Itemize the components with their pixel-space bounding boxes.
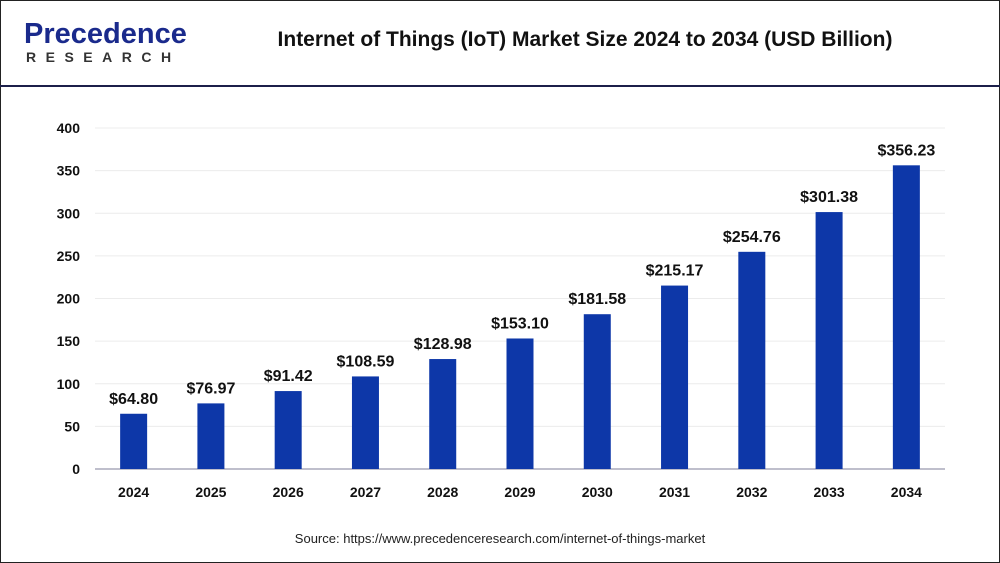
- data-label: $153.10: [491, 315, 549, 332]
- y-tick-label: 50: [64, 418, 80, 434]
- y-tick-label: 400: [57, 120, 81, 136]
- x-tick-label: 2031: [659, 484, 690, 500]
- data-label: $76.97: [186, 380, 235, 397]
- data-label: $91.42: [264, 368, 313, 385]
- bar-2034: [892, 165, 920, 470]
- data-label: $108.59: [337, 353, 395, 370]
- x-tick-label: 2026: [273, 484, 304, 500]
- bar-2029: [506, 338, 534, 469]
- y-tick-label: 100: [57, 376, 81, 392]
- bar-2033: [815, 212, 843, 469]
- bar-2030: [583, 314, 611, 469]
- data-label: $356.23: [877, 142, 935, 159]
- bar-2026: [274, 391, 302, 469]
- header: Precedence RESEARCH Internet of Things (…: [0, 0, 1000, 87]
- x-tick-label: 2028: [427, 484, 458, 500]
- bar-2027: [351, 376, 379, 469]
- logo-main-text: Precedence: [24, 18, 187, 50]
- data-label: $301.38: [800, 189, 858, 206]
- source-text: Source: https://www.precedenceresearch.c…: [294, 531, 706, 546]
- x-tick-label: 2032: [736, 484, 767, 500]
- x-tick-label: 2033: [814, 484, 845, 500]
- bar-2028: [429, 359, 457, 469]
- bar-2024: [120, 413, 148, 469]
- y-tick-label: 350: [57, 163, 81, 179]
- bar-2032: [738, 251, 766, 469]
- precedence-research-logo: Precedence RESEARCH: [24, 18, 187, 65]
- y-tick-label: 300: [57, 205, 81, 221]
- data-label: $64.80: [109, 391, 158, 408]
- y-tick-label: 200: [57, 291, 81, 307]
- y-tick-label: 250: [57, 248, 81, 264]
- bar-2025: [197, 403, 225, 469]
- x-tick-label: 2029: [504, 484, 535, 500]
- x-tick-label: 2024: [118, 484, 149, 500]
- x-tick-label: 2027: [350, 484, 381, 500]
- x-tick-label: 2034: [891, 484, 922, 500]
- bar-2031: [661, 285, 689, 469]
- x-tick-label: 2030: [582, 484, 613, 500]
- data-label: $181.58: [568, 291, 626, 308]
- logo-sub-text: RESEARCH: [26, 49, 181, 65]
- data-label: $215.17: [646, 263, 704, 280]
- y-tick-label: 150: [57, 333, 81, 349]
- chart-title: Internet of Things (IoT) Market Size 202…: [277, 28, 893, 51]
- data-label: $128.98: [414, 336, 472, 353]
- data-label: $254.76: [723, 229, 781, 246]
- x-tick-label: 2025: [195, 484, 226, 500]
- y-tick-label: 0: [72, 461, 80, 477]
